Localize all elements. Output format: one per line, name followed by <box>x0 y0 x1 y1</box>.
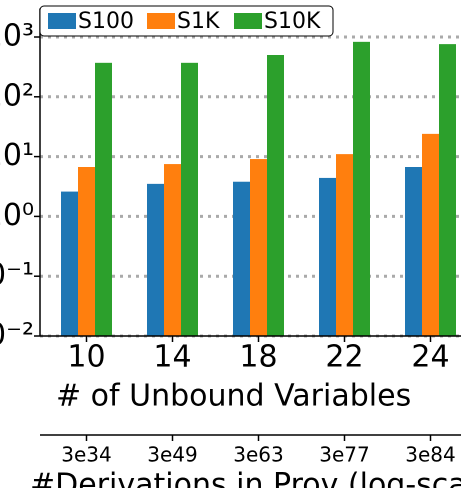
x-tick-label: 24 <box>411 340 449 375</box>
x-axis-label: # of Unbound Variables <box>56 379 411 414</box>
x-tick-label: 14 <box>153 340 191 375</box>
bar <box>336 154 353 336</box>
bar <box>233 181 250 336</box>
y-tick-label: 10² <box>0 78 34 113</box>
legend-label: S10K <box>264 9 321 34</box>
bar <box>422 133 439 336</box>
legend-swatch <box>147 13 175 29</box>
x2-tick-label: 3e49 <box>147 443 197 467</box>
x-tick-label: 18 <box>239 340 277 375</box>
legend-swatch <box>48 13 76 29</box>
x2-tick-label: 3e84 <box>405 443 455 467</box>
bar <box>250 159 267 336</box>
bar <box>267 55 284 337</box>
x-tick-label: 10 <box>67 340 105 375</box>
bar <box>181 62 198 337</box>
bar <box>147 183 164 336</box>
x2-tick-label: 3e63 <box>233 443 283 467</box>
x-tick-label: 22 <box>325 340 363 375</box>
y-tick-label: 10³ <box>0 19 34 54</box>
y-tick-label: 10⁻² <box>0 318 34 353</box>
legend-swatch <box>234 13 262 29</box>
bar <box>319 177 336 336</box>
bar <box>78 167 95 336</box>
axis-layer: 10⁻² 10⁻¹ 10⁰ 10¹ 10² 10³ 10 14 18 22 24# of Unbou… <box>0 5 461 488</box>
legend-label: S1K <box>177 9 220 34</box>
y-tick-label: 10¹ <box>0 138 34 173</box>
bar <box>353 41 370 336</box>
x2-axis-label: #Derivations in Prov (log-scale) <box>30 468 461 488</box>
y-tick-label: 10⁻¹ <box>0 258 34 293</box>
bar <box>439 44 456 336</box>
x2-tick-label: 3e34 <box>61 443 111 467</box>
bar-layer <box>61 41 456 337</box>
bar <box>61 191 78 336</box>
bar <box>164 164 181 336</box>
legend-label: S100 <box>78 9 134 34</box>
bar <box>405 167 422 336</box>
y-tick-label: 10⁰ <box>0 198 34 233</box>
bar <box>95 62 112 337</box>
x2-tick-label: 3e77 <box>319 443 369 467</box>
